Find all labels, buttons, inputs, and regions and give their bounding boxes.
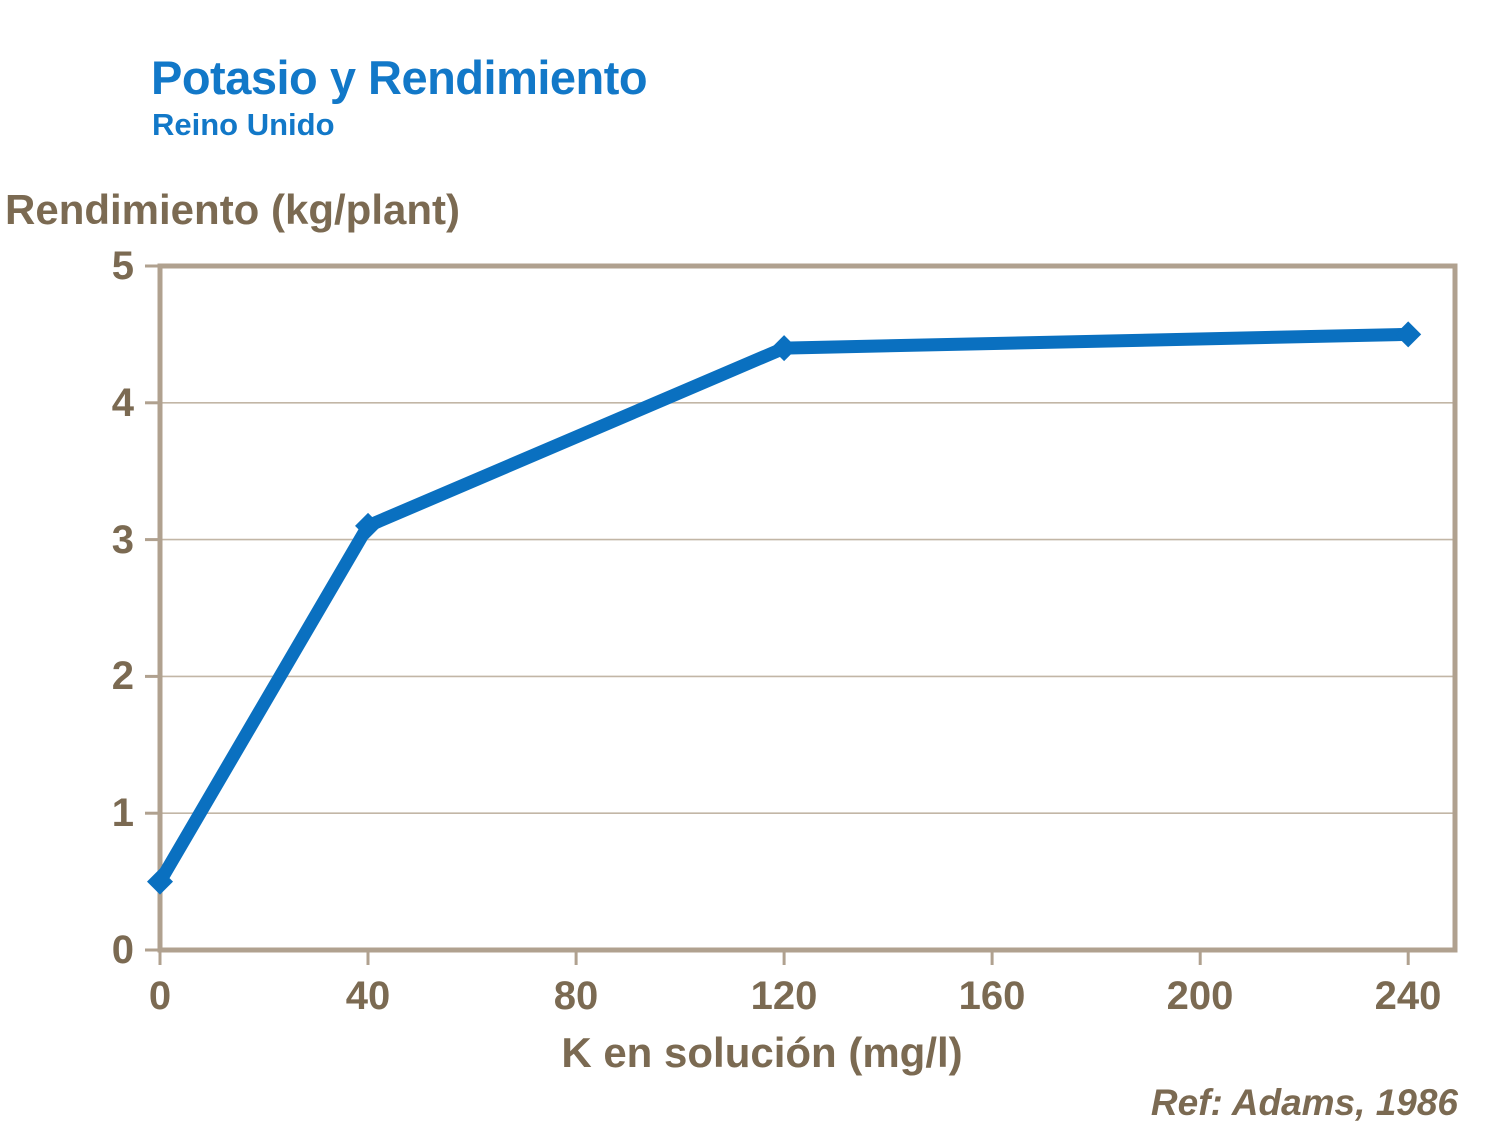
y-tick-label: 5 bbox=[111, 244, 134, 288]
data-point-marker bbox=[355, 512, 382, 539]
x-tick-label: 80 bbox=[553, 974, 599, 1018]
y-tick-label: 2 bbox=[111, 654, 134, 698]
data-point-marker bbox=[147, 868, 173, 895]
axis-frame bbox=[157, 263, 1458, 953]
x-tick-label: 240 bbox=[1374, 974, 1442, 1018]
reference-citation: Ref: Adams, 1986 bbox=[1150, 1082, 1458, 1123]
x-tick-label: 120 bbox=[750, 974, 818, 1018]
x-tick-label: 160 bbox=[958, 974, 1026, 1018]
y-tick-label: 3 bbox=[111, 518, 134, 562]
chart-subtitle: Reino Unido bbox=[152, 107, 335, 142]
x-tick-label: 0 bbox=[148, 974, 172, 1018]
x-tick-label: 200 bbox=[1166, 974, 1234, 1018]
trend-line bbox=[154, 327, 1409, 885]
y-tick-label: 0 bbox=[111, 928, 134, 972]
data-point-marker bbox=[771, 335, 798, 362]
x-axis-title: K en solución (mg/l) bbox=[561, 1029, 963, 1076]
y-tick-label: 4 bbox=[111, 381, 134, 425]
x-tick-label: 40 bbox=[345, 974, 391, 1018]
data-point-marker bbox=[1395, 321, 1422, 348]
chart-title: Potasio y Rendimiento bbox=[151, 51, 648, 104]
y-tick-label: 1 bbox=[111, 791, 134, 835]
y-axis-title: Rendimiento (kg/plant) bbox=[5, 186, 460, 233]
